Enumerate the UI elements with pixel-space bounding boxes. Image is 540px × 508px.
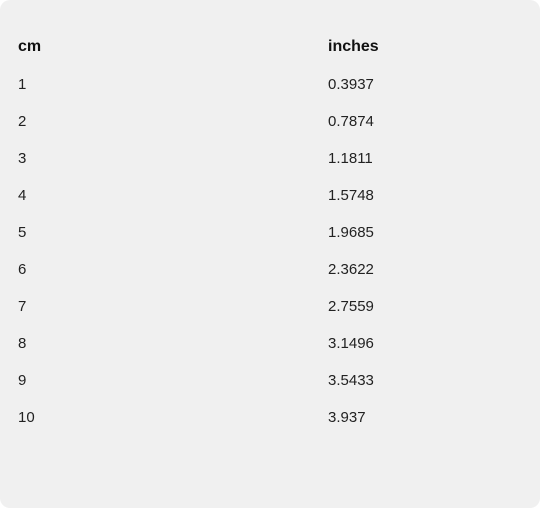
table-row: 5 1.9685 <box>18 214 522 251</box>
table-row: 6 2.3622 <box>18 251 522 288</box>
cell-inches: 3.1496 <box>328 335 522 352</box>
cell-cm: 2 <box>18 113 328 130</box>
cell-inches: 3.5433 <box>328 372 522 389</box>
table-row: 1 0.3937 <box>18 66 522 103</box>
table-header-row: cm inches <box>18 28 522 66</box>
conversion-table-panel: cm inches 1 0.3937 2 0.7874 3 1.1811 4 1… <box>0 0 540 508</box>
table-row: 10 3.937 <box>18 399 522 436</box>
cell-inches: 3.937 <box>328 409 522 426</box>
cell-cm: 8 <box>18 335 328 352</box>
cell-cm: 5 <box>18 224 328 241</box>
column-header-cm: cm <box>18 38 328 56</box>
table-row: 8 3.1496 <box>18 325 522 362</box>
cell-inches: 1.1811 <box>328 150 522 167</box>
cell-cm: 1 <box>18 76 328 93</box>
cell-cm: 3 <box>18 150 328 167</box>
table-row: 3 1.1811 <box>18 140 522 177</box>
cell-cm: 7 <box>18 298 328 315</box>
table-row: 9 3.5433 <box>18 362 522 399</box>
cell-inches: 2.3622 <box>328 261 522 278</box>
cell-cm: 4 <box>18 187 328 204</box>
cell-inches: 2.7559 <box>328 298 522 315</box>
cell-inches: 0.7874 <box>328 113 522 130</box>
column-header-inches: inches <box>328 38 522 56</box>
table-row: 7 2.7559 <box>18 288 522 325</box>
cell-cm: 10 <box>18 409 328 426</box>
cell-inches: 1.5748 <box>328 187 522 204</box>
table-row: 4 1.5748 <box>18 177 522 214</box>
cell-inches: 0.3937 <box>328 76 522 93</box>
cell-cm: 9 <box>18 372 328 389</box>
cell-inches: 1.9685 <box>328 224 522 241</box>
table-row: 2 0.7874 <box>18 103 522 140</box>
cell-cm: 6 <box>18 261 328 278</box>
